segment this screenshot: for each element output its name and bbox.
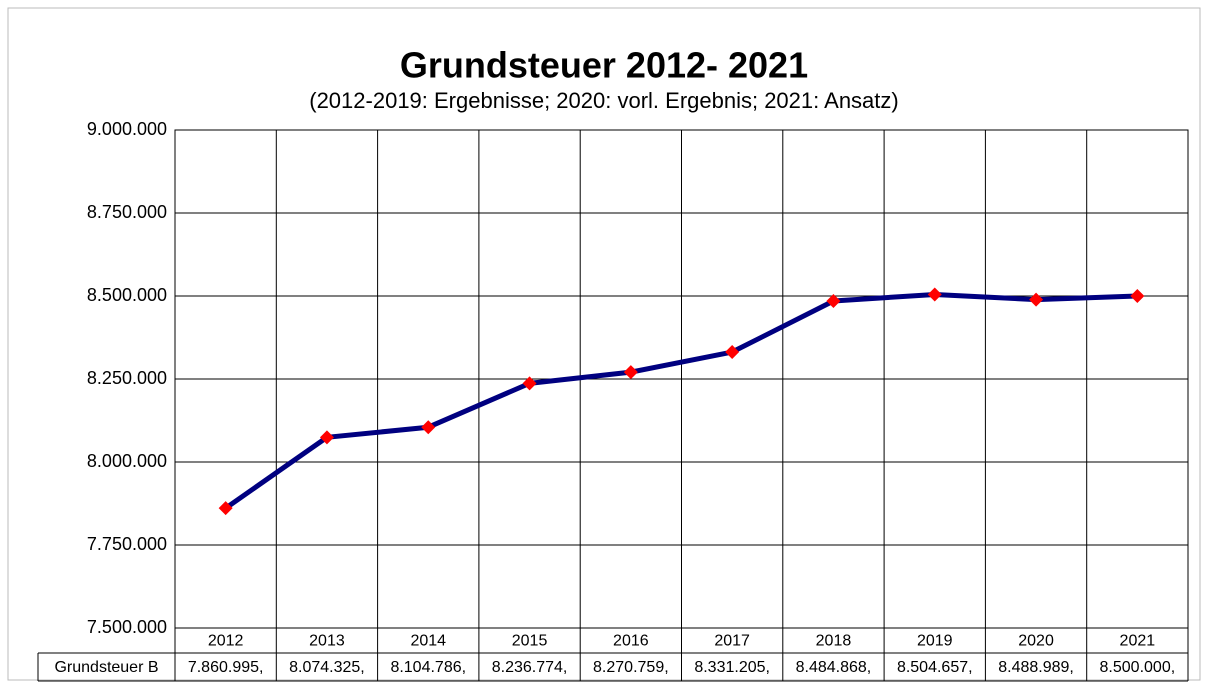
data-line	[224, 291, 1138, 511]
table-value: 8.488.989,	[998, 659, 1074, 676]
x-tick-label: 2015	[512, 633, 548, 650]
data-marker	[1130, 289, 1145, 303]
table-value: 7.860.995,	[188, 659, 264, 676]
chart-subtitle: (2012-2019: Ergebnisse; 2020: vorl. Erge…	[309, 88, 898, 113]
table-value: 8.500.000,	[1100, 659, 1176, 676]
chart-title: Grundsteuer 2012- 2021	[400, 45, 808, 86]
x-tick-label: 2021	[1120, 633, 1156, 650]
table-value: 8.074.325,	[289, 659, 365, 676]
x-tick-label: 2017	[714, 633, 750, 650]
x-tick-label: 2014	[410, 633, 446, 650]
data-marker	[826, 294, 841, 309]
x-tick-label: 2013	[309, 633, 345, 650]
data-marker	[623, 365, 638, 380]
x-tick-label: 2012	[208, 633, 244, 650]
y-tick-label: 9.000.000	[87, 119, 167, 139]
data-marker	[218, 501, 233, 516]
table-value: 8.270.759,	[593, 659, 669, 676]
x-tick-label: 2019	[917, 633, 953, 650]
y-tick-label: 8.750.000	[87, 202, 167, 222]
table-value: 8.504.657,	[897, 659, 973, 676]
data-marker	[1029, 292, 1044, 307]
x-tick-label: 2018	[816, 633, 852, 650]
x-tick-label: 2016	[613, 633, 649, 650]
table-row-header: Grundsteuer B	[54, 659, 158, 676]
data-marker	[725, 345, 740, 360]
table-value: 8.104.786,	[390, 659, 466, 676]
y-tick-label: 7.500.000	[87, 617, 167, 637]
table-value: 8.331.205,	[694, 659, 770, 676]
data-marker	[522, 376, 537, 391]
y-tick-label: 8.500.000	[87, 285, 167, 305]
y-tick-label: 8.000.000	[87, 451, 167, 471]
data-marker	[421, 420, 436, 435]
data-marker	[319, 430, 334, 445]
table-value: 8.484.868,	[796, 659, 872, 676]
data-marker	[927, 287, 942, 302]
y-tick-label: 7.750.000	[87, 534, 167, 554]
y-tick-label: 8.250.000	[87, 368, 167, 388]
x-tick-label: 2020	[1018, 633, 1054, 650]
table-value: 8.236.774,	[492, 659, 568, 676]
